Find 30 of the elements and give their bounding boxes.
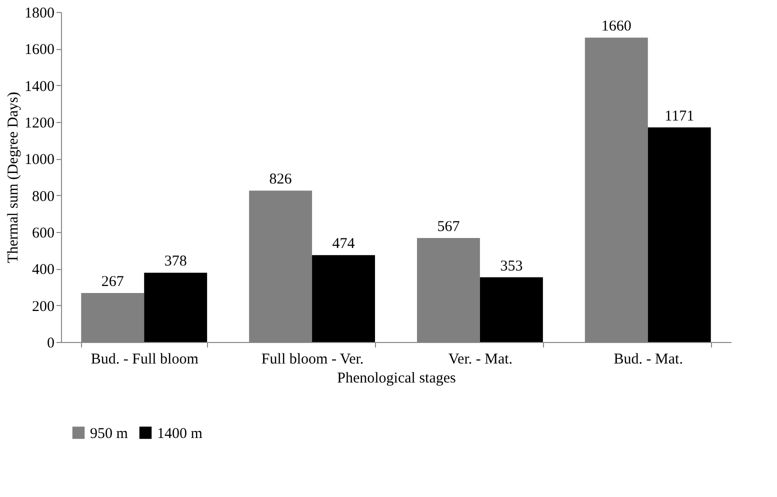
- legend-label: 1400 m: [157, 426, 203, 442]
- x-tick-label: Bud. - Full bloom: [90, 352, 199, 368]
- y-tick-label: 1600: [24, 42, 54, 58]
- data-label: 267: [101, 274, 124, 290]
- y-tick-label: 400: [32, 262, 54, 278]
- bar: [648, 127, 711, 342]
- data-label: 474: [332, 236, 356, 252]
- bar: [144, 272, 208, 342]
- y-tick-label: 200: [32, 298, 54, 315]
- y-tick-label: 1200: [24, 116, 54, 132]
- y-tick-label: 1000: [24, 152, 54, 168]
- data-label: 567: [437, 219, 460, 236]
- bar: [312, 255, 376, 342]
- bar: [480, 277, 543, 342]
- x-tick-label: Full bloom - Ver.: [261, 352, 364, 368]
- data-label: 826: [269, 172, 292, 188]
- x-tick-label: Ver. - Mat.: [448, 352, 513, 368]
- data-label: 353: [500, 258, 523, 274]
- data-label: 378: [164, 254, 187, 270]
- x-tick-label: Bud. - Mat.: [614, 352, 683, 368]
- legend-label: 950 m: [90, 426, 128, 442]
- y-tick-label: 1800: [24, 6, 54, 22]
- y-tick-label: 600: [32, 226, 54, 242]
- data-label: 1171: [664, 108, 694, 124]
- data-label: 1660: [601, 18, 632, 35]
- y-tick-label: 800: [32, 188, 54, 205]
- y-tick-label: 1400: [24, 78, 54, 95]
- x-axis-title: Phenological stages: [337, 370, 456, 386]
- y-axis-title: Thermal sum (Degree Days): [6, 92, 22, 264]
- y-tick-label: 0: [47, 336, 54, 352]
